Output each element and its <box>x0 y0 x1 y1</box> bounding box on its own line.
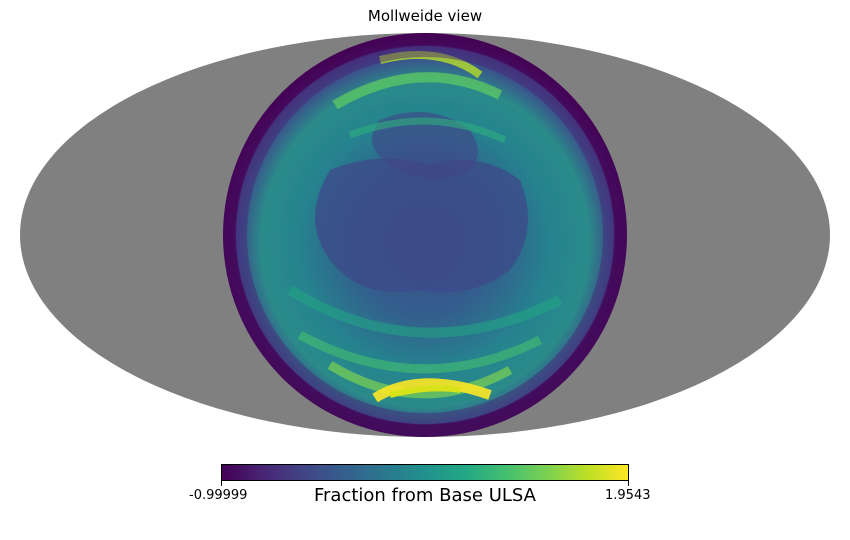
colorbar-max-tick <box>628 481 629 486</box>
colorbar-min-label: -0.99999 <box>189 488 248 503</box>
map-title: Mollweide view <box>367 7 483 25</box>
colorbar-max-label: 1.9543 <box>605 488 651 503</box>
data-disk <box>223 33 627 437</box>
colorbar <box>221 464 629 481</box>
mollweide-map <box>20 33 830 437</box>
colorbar-min-tick <box>221 481 222 486</box>
colorbar-title: Fraction from Base ULSA <box>313 485 536 506</box>
